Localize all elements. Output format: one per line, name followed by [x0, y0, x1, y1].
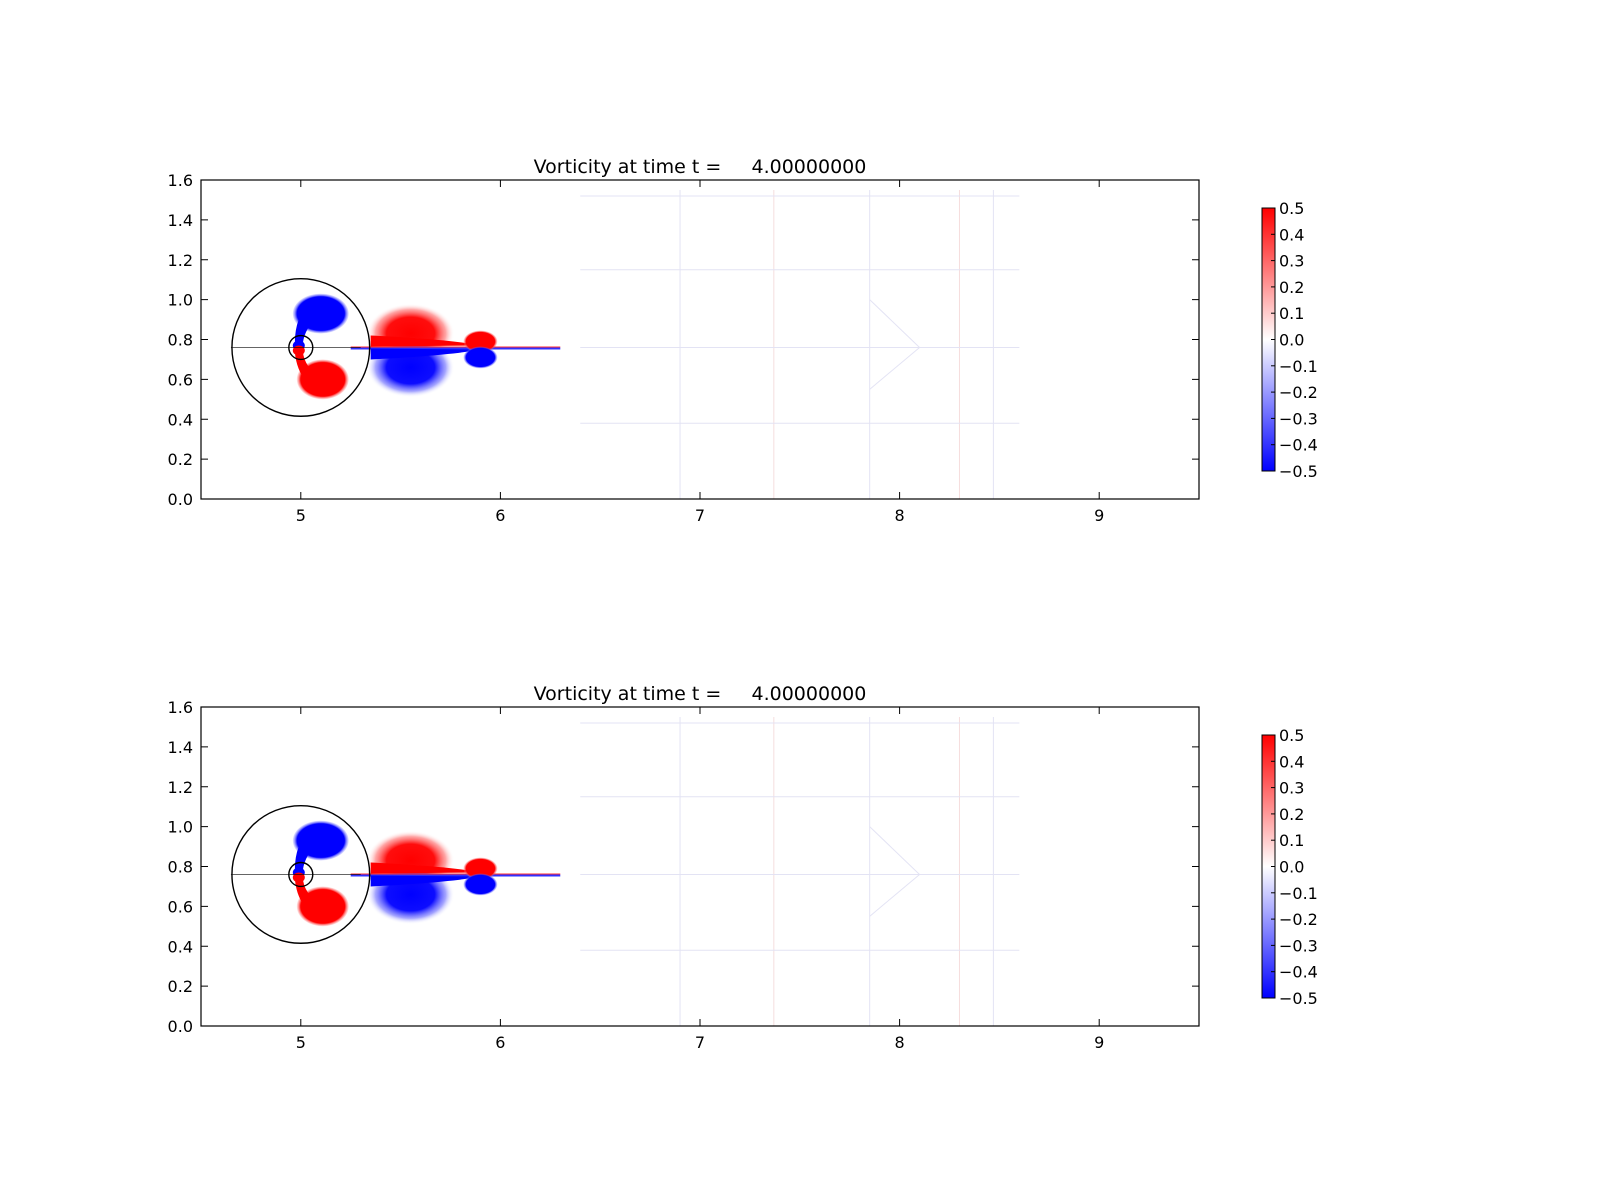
wake-shear-positive: [350, 346, 561, 348]
colorbar-tick-label: −0.4: [1279, 963, 1318, 982]
colorbar-tick-label: 0.4: [1279, 752, 1304, 771]
negative-tail: [370, 348, 481, 360]
colorbar-tick-label: −0.1: [1279, 884, 1318, 903]
outer-boundary-circle: [231, 277, 371, 417]
chart-title: Vorticity at time t = 4.00000000: [534, 156, 867, 178]
vorticity-field: [230, 716, 1020, 1026]
wake-shear-positive: [350, 873, 561, 875]
y-tick-label: 1.2: [168, 778, 193, 797]
y-tick-label: 0.2: [168, 450, 193, 469]
artifact-diagonal: [869, 347, 920, 390]
inner-boundary-circle: [288, 334, 314, 361]
y-tick-label: 1.4: [168, 211, 193, 230]
negative-vortex-core: [463, 873, 498, 896]
colorbar-tick-label: 0.5: [1279, 726, 1304, 745]
y-tick-label: 1.6: [168, 171, 193, 190]
colorbar-tick-label: −0.3: [1279, 936, 1318, 955]
x-tick-label: 8: [895, 1033, 905, 1052]
x-tick-label: 7: [695, 1033, 705, 1052]
colorbar-tick-label: −0.3: [1279, 409, 1318, 428]
faint-grid-artifacts: [580, 716, 1020, 1026]
colorbar-tick-label: 0.2: [1279, 805, 1304, 824]
y-tick-label: 1.4: [168, 738, 193, 757]
x-tick-label: 9: [1094, 1033, 1104, 1052]
y-tick-label: 0.2: [168, 977, 193, 996]
y-tick-label: 0.6: [168, 897, 193, 916]
artifact-diagonal: [869, 826, 920, 875]
colorbar-tick-label: −0.5: [1279, 462, 1318, 481]
x-tick-label: 9: [1094, 506, 1104, 525]
y-tick-label: 0.4: [168, 937, 193, 956]
positive-vortex-arm: [294, 351, 319, 388]
negative-vortex-arm: [294, 830, 319, 871]
colorbar: −0.5 −0.4 −0.3 −0.2 −0.1 0.0 0.1 0.2 0.3 0.4 0.5: [1261, 199, 1318, 481]
y-tick-label: 0.6: [168, 370, 193, 389]
positive-vortex-arm: [294, 878, 319, 915]
x-tick-label: 6: [495, 506, 505, 525]
y-tick-label: 1.0: [168, 818, 193, 837]
colorbar-tick-label: −0.2: [1279, 910, 1318, 929]
positive-vortex-core: [463, 330, 498, 353]
colorbar-tick-label: −0.1: [1279, 357, 1318, 376]
y-tick-label: 0.0: [168, 1017, 193, 1036]
positive-tail: [370, 862, 481, 874]
y-tick-label: 1.2: [168, 251, 193, 270]
y-tick-label: 1.6: [168, 698, 193, 717]
colorbar-tick-label: −0.4: [1279, 436, 1318, 455]
colorbar-tick-label: 0.4: [1279, 225, 1304, 244]
positive-vortex-core: [463, 857, 498, 880]
colorbar: −0.5 −0.4 −0.3 −0.2 −0.1 0.0 0.1 0.2 0.3 0.4 0.5: [1261, 726, 1318, 1008]
negative-vortex-arm: [294, 303, 319, 344]
colorbar-tick-label: 0.1: [1279, 304, 1304, 323]
vorticity-panel-1: 5 6 7 8 9 0.0 0.2 0.4 0.6 0.8 1.0 1.2 1.4 1.6 Vorticit…: [168, 156, 1318, 525]
vorticity-panel-2: 5 6 7 8 9 0.0 0.2 0.4 0.6 0.8 1.0 1.2 1.4 1.6 Vorticit…: [168, 683, 1318, 1052]
negative-tail: [370, 875, 481, 887]
negative-vortex-core: [463, 346, 498, 369]
colorbar-tick-label: −0.2: [1279, 383, 1318, 402]
artifact-diagonal: [869, 299, 920, 348]
colorbar-tick-label: 0.5: [1279, 199, 1304, 218]
x-tick-label: 8: [895, 506, 905, 525]
colorbar-tick-label: 0.3: [1279, 779, 1304, 798]
colorbar-tick-label: 0.1: [1279, 831, 1304, 850]
plot-area: [201, 180, 1199, 499]
y-tick-label: 0.8: [168, 858, 193, 877]
x-tick-label: 5: [296, 506, 306, 525]
colorbar-tick-label: −0.5: [1279, 989, 1318, 1008]
y-tick-label: 0.8: [168, 331, 193, 350]
colorbar-tick-label: 0.0: [1279, 331, 1304, 350]
positive-inner-core: [292, 872, 305, 883]
x-tick-label: 7: [695, 506, 705, 525]
positive-tail: [370, 335, 481, 347]
chart-title: Vorticity at time t = 4.00000000: [534, 683, 867, 705]
artifact-diagonal: [869, 874, 920, 917]
inner-boundary-circle: [288, 861, 314, 888]
y-tick-label: 1.0: [168, 291, 193, 310]
outer-boundary-circle: [231, 804, 371, 944]
positive-inner-core: [292, 345, 305, 356]
y-tick-label: 0.0: [168, 490, 193, 509]
faint-grid-artifacts: [580, 189, 1020, 499]
colorbar-tick-label: 0.0: [1279, 858, 1304, 877]
x-tick-label: 6: [495, 1033, 505, 1052]
colorbar-tick-label: 0.2: [1279, 278, 1304, 297]
x-tick-label: 5: [296, 1033, 306, 1052]
vorticity-field: [230, 189, 1020, 499]
plot-area: [201, 707, 1199, 1026]
colorbar-tick-label: 0.3: [1279, 252, 1304, 271]
y-tick-label: 0.4: [168, 410, 193, 429]
